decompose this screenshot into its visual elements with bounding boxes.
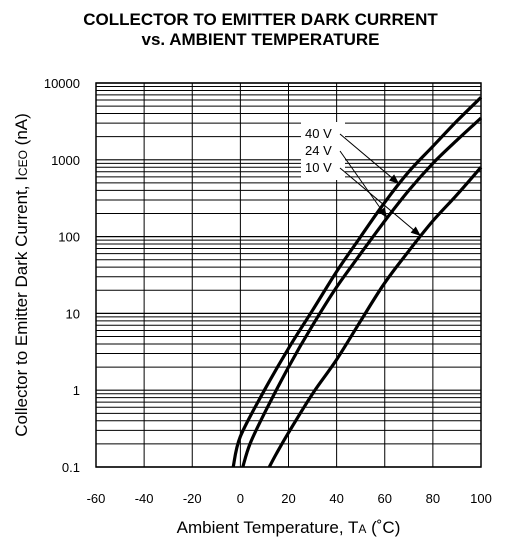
x-tick-label: -60 [87,491,106,506]
y-tick-label: 100 [58,230,80,245]
x-tick-label: 20 [281,491,295,506]
series-line-40v [231,96,483,468]
curve-label-leader [339,167,422,237]
curve-label-10v: 10 V [305,160,332,175]
curve-label-arrowhead [378,207,388,218]
y-axis-label-unit: (nA) [12,113,31,150]
y-tick-label: 10000 [44,76,80,91]
series-line-24v [241,116,483,468]
x-tick-label: 100 [470,491,492,506]
curve-label-leader [339,150,388,219]
plot-frame [95,82,482,468]
curve-label-leader [339,133,400,185]
y-tick-labels: 0.1 1 10 100 1000 10000 [44,76,80,475]
curve-label-arrowhead [388,174,400,184]
x-axis-label-sub: A [358,522,366,536]
y-axis-label-sub: CEO [16,150,30,176]
curve-label-arrowhead [410,226,421,236]
y-tick-label: 0.1 [62,460,80,475]
curve-label-24v: 24 V [305,143,332,158]
y-tick-label: 1000 [51,153,80,168]
x-tick-label: 80 [426,491,440,506]
series-curves [231,96,483,468]
series-line-10v [267,166,483,468]
chart-subtitle: vs. AMBIENT TEMPERATURE [141,30,380,49]
x-axis-label-unit: (˚C) [366,518,400,537]
x-axis-label-main: Ambient Temperature, T [177,518,359,537]
y-tick-label: 1 [73,383,80,398]
curve-label-40v: 40 V [305,126,332,141]
x-tick-label: 40 [329,491,343,506]
x-tick-label: -40 [135,491,154,506]
curve-label-box [301,122,345,180]
curve-labels: 40 V 24 V 10 V [301,122,422,237]
x-axis-label: Ambient Temperature, TA (˚C) [177,518,401,537]
y-axis-label: Collector to Emitter Dark Current, ICEO … [12,113,31,437]
x-tick-label: -20 [183,491,202,506]
y-axis-label-main: Collector to Emitter Dark Current, I [12,176,31,437]
chart-title: COLLECTOR TO EMITTER DARK CURRENT [83,10,438,29]
y-tick-label: 10 [66,306,80,321]
major-grid [95,82,482,468]
x-tick-label: 0 [237,491,244,506]
x-tick-labels: -60 -40 -20 0 20 40 60 80 100 [87,491,492,506]
x-tick-label: 60 [378,491,392,506]
